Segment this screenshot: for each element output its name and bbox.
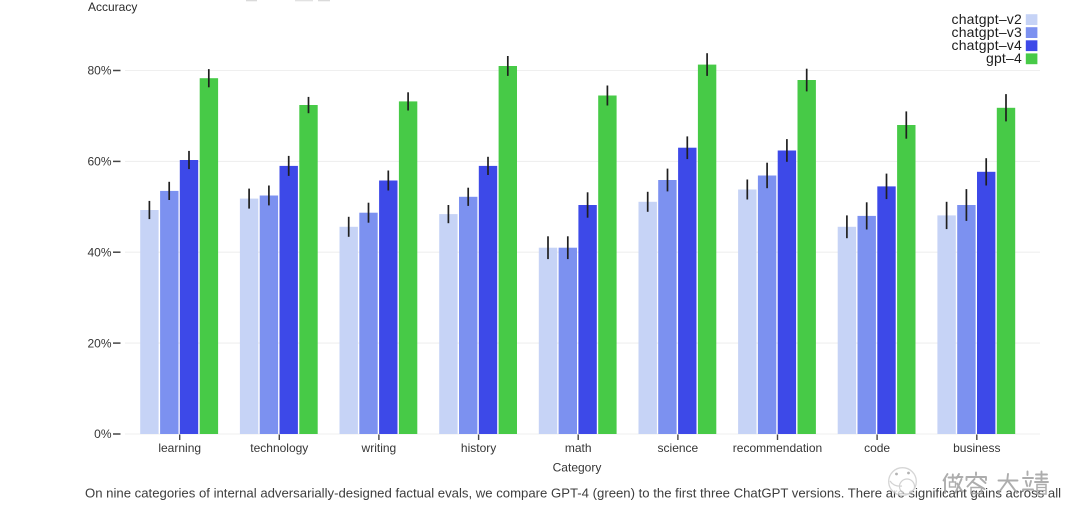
svg-text:math: math [565, 441, 592, 455]
svg-text:code: code [864, 441, 890, 455]
svg-text:business: business [953, 441, 1000, 455]
svg-text:80%: 80% [87, 64, 111, 78]
svg-text:chatgpt–v3: chatgpt–v3 [952, 24, 1023, 40]
svg-text:technology: technology [250, 441, 308, 455]
svg-text:Category: Category [553, 461, 602, 475]
svg-text:20%: 20% [87, 336, 111, 350]
svg-text:0%: 0% [94, 427, 112, 441]
svg-text:On nine categories of internal: On nine categories of internal adversari… [85, 486, 1061, 501]
svg-text:Accuracy: Accuracy [88, 0, 137, 14]
svg-text:chatgpt–v4: chatgpt–v4 [952, 37, 1023, 53]
svg-text:science: science [658, 441, 699, 455]
svg-text:recommendation: recommendation [733, 441, 822, 455]
svg-text:writing: writing [361, 441, 397, 455]
svg-text:40%: 40% [87, 245, 111, 259]
svg-text:60%: 60% [87, 155, 111, 169]
svg-text:chatgpt–v2: chatgpt–v2 [952, 11, 1023, 27]
svg-text:gpt–4: gpt–4 [986, 50, 1022, 66]
svg-text:history: history [461, 441, 496, 455]
svg-text:learning: learning [158, 441, 201, 455]
